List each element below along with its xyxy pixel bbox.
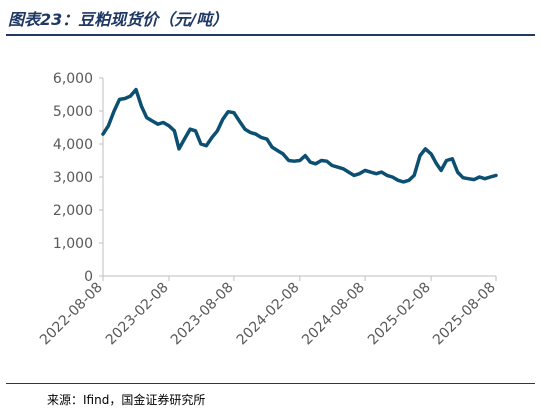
x-tick-label: 2025-02-08 xyxy=(365,280,434,349)
y-tick-label: 1,000 xyxy=(53,236,93,252)
bottom-rule xyxy=(6,383,535,384)
y-tick-label: 3,000 xyxy=(53,170,93,186)
y-tick-label: 5,000 xyxy=(53,104,93,120)
x-tick-label: 2025-08-08 xyxy=(430,280,499,349)
x-tick-label: 2024-02-08 xyxy=(234,280,303,349)
line-chart: 0 1,000 2,000 3,000 4,000 5,000 6,000 2022-08-… xyxy=(37,71,499,349)
y-tick-label: 0 xyxy=(84,269,93,285)
title-rule xyxy=(6,34,535,36)
x-axis: 2022-08-082023-02-082023-08-082024-02-08… xyxy=(37,275,499,349)
source-note: 来源：Ifind，国金证券研究所 xyxy=(47,393,206,407)
series-layer xyxy=(101,87,498,184)
y-axis: 0 1,000 2,000 3,000 4,000 5,000 6,000 xyxy=(53,71,104,285)
x-tick-label: 2023-02-08 xyxy=(103,280,172,349)
y-tick-label: 4,000 xyxy=(53,137,93,153)
figure-title: 图表23：豆粕现货价（元/吨） xyxy=(8,10,229,29)
y-tick-label: 2,000 xyxy=(53,203,93,219)
x-tick-label: 2024-08-08 xyxy=(299,280,368,349)
x-tick-label: 2023-08-08 xyxy=(168,280,237,349)
x-tick-label: 2022-08-08 xyxy=(37,280,106,349)
price-series-line xyxy=(101,87,498,184)
y-tick-label: 6,000 xyxy=(53,71,93,87)
